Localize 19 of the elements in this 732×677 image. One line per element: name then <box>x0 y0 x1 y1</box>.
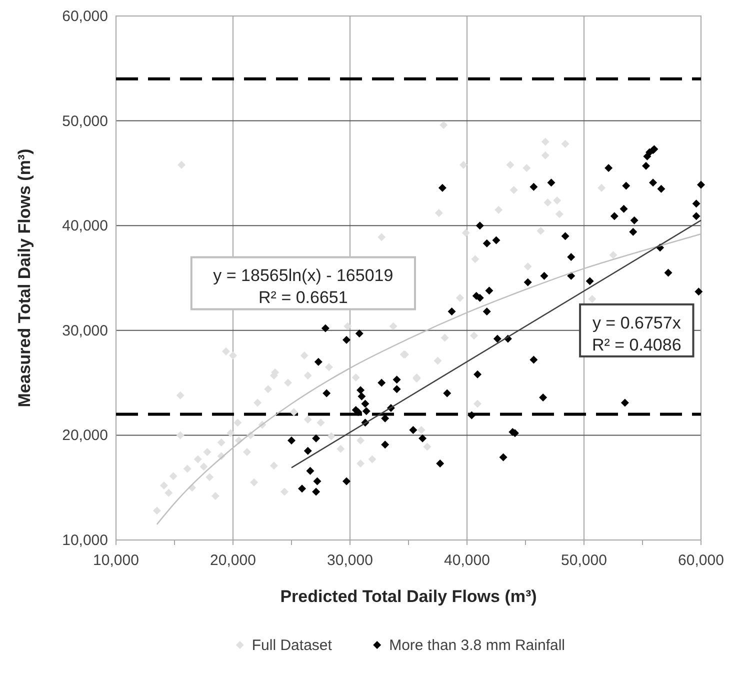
x-tick-label: 30,000 <box>327 552 373 569</box>
y-tick-label: 60,000 <box>62 8 108 25</box>
y-tick-label: 40,000 <box>62 218 108 235</box>
line-series <box>156 233 702 525</box>
x-tick-label: 40,000 <box>444 552 490 569</box>
y-tick-label: 50,000 <box>62 112 108 130</box>
x-tick-label: 20,000 <box>210 552 256 569</box>
annotation: y = 18565ln(x) - 165019 R² = 0.6651 <box>213 266 394 308</box>
x-axis-title: Predicted Total Daily Flows (m³) <box>280 587 537 606</box>
x-tick-label: 60,000 <box>678 552 724 569</box>
x-tick-label: 10,000 <box>93 552 139 569</box>
y-tick-label: 30,000 <box>62 322 108 340</box>
legend-label: Full Dataset <box>252 637 333 654</box>
y-tick-label: 20,000 <box>62 427 108 444</box>
legend-label: More than 3.8 mm Rainfall <box>389 637 566 654</box>
y-tick-label: 10,000 <box>62 532 108 549</box>
annotation: y = 0.6757x R² = 0.4086 <box>592 313 682 354</box>
y-axis-title: Measured Total Daily Flows (m³) <box>15 148 34 408</box>
x-tick-label: 50,000 <box>561 552 607 569</box>
